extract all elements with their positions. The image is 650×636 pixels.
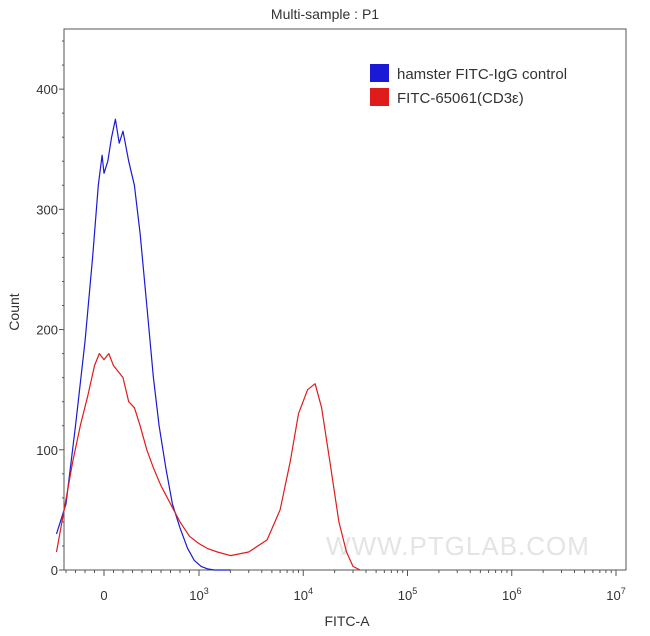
x-tick-label: 104	[294, 586, 313, 603]
series-line-0	[57, 119, 231, 570]
x-tick-label: 105	[398, 586, 417, 603]
y-tick-label: 0	[51, 563, 58, 578]
plot-area-frame	[64, 29, 626, 570]
chart-title: Multi-sample : P1	[271, 6, 379, 22]
x-tick-label: 0	[100, 588, 107, 603]
legend-swatch-1	[370, 88, 389, 106]
x-tick-label: 106	[502, 586, 521, 603]
watermark-text: WWW.PTGLAB.COM	[326, 531, 590, 561]
y-tick-label: 400	[36, 82, 58, 97]
legend-label-1: FITC-65061(CD3ε)	[397, 90, 524, 107]
x-axis-label: FITC-A	[324, 613, 370, 629]
y-axis-label: Count	[6, 293, 22, 330]
y-tick-label: 300	[36, 202, 58, 217]
y-tick-label: 200	[36, 323, 58, 338]
x-tick-label: 103	[189, 586, 208, 603]
series-line-1	[57, 354, 361, 570]
legend-swatch-0	[370, 64, 389, 82]
legend-label-0: hamster FITC-IgG control	[397, 66, 567, 83]
y-tick-label: 100	[36, 443, 58, 458]
x-tick-label: 107	[606, 586, 625, 603]
